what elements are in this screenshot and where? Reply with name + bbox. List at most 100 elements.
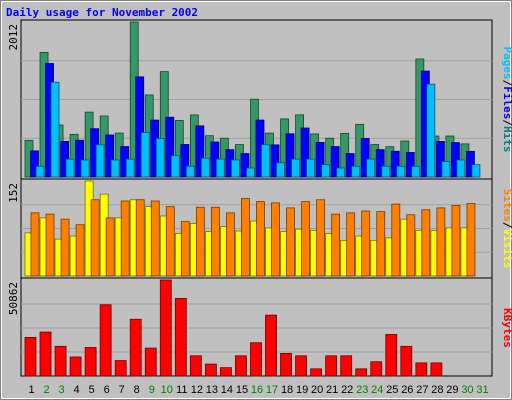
bar-kbytes-day-5	[84, 347, 97, 377]
bar-files-day-11	[180, 144, 190, 178]
bar-kbytes-day-8	[129, 318, 142, 377]
bar-kbytes-day-23	[355, 368, 368, 377]
bar-pages-day-24	[381, 165, 391, 178]
bar-sites-day-7	[120, 200, 130, 277]
bar-kbytes-day-20	[310, 368, 323, 377]
chart-panels: 2012Pages/Files/Hits152Sites/Visits50862…	[7, 21, 512, 377]
x-tick-label-day-29: 29	[446, 384, 458, 396]
bar-pages-day-19	[306, 158, 315, 178]
bar-sites-day-1	[30, 212, 40, 277]
bar-kbytes-day-25	[385, 334, 398, 377]
bar-sites-day-8	[135, 199, 145, 277]
bar-files-day-10	[165, 116, 175, 178]
x-tick-label-day-13: 13	[206, 384, 218, 396]
x-tick-label-day-19: 19	[296, 384, 308, 396]
bar-sites-day-11	[180, 221, 190, 277]
x-tick-label-day-12: 12	[191, 384, 203, 396]
bar-kbytes-day-13	[204, 363, 217, 377]
side-label-part: KBytes	[501, 308, 512, 348]
bar-kbytes-day-7	[114, 360, 127, 377]
bar-pages-day-15	[246, 167, 255, 178]
x-tick-label-day-11: 11	[176, 384, 187, 396]
bar-sites-day-10	[165, 206, 175, 277]
bar-pages-day-7	[125, 158, 135, 178]
bar-sites-day-6	[105, 217, 115, 277]
bar-pages-day-2	[50, 81, 60, 178]
bar-pages-day-30	[471, 164, 481, 178]
bar-pages-day-5	[95, 144, 105, 178]
bar-kbytes-day-11	[174, 298, 187, 377]
side-label-part: Files	[501, 86, 512, 119]
bar-kbytes-day-1	[24, 336, 37, 377]
bar-sites-day-24	[376, 211, 386, 277]
bar-kbytes-day-3	[54, 345, 67, 377]
bar-kbytes-day-15	[235, 355, 247, 377]
bar-kbytes-day-6	[99, 304, 112, 377]
bar-kbytes-day-27	[415, 362, 428, 377]
x-tick-label-day-17: 17	[266, 384, 278, 396]
bar-sites-day-20	[316, 199, 326, 277]
x-tick-label-day-5: 5	[89, 384, 95, 396]
panel-side-label: Pages/Files/Hits	[501, 47, 512, 153]
bar-pages-day-9	[155, 138, 165, 178]
bar-sites-day-14	[226, 212, 235, 277]
bar-sites-day-4	[75, 224, 85, 277]
x-tick-label-day-4: 4	[74, 384, 80, 396]
bar-pages-day-22	[351, 165, 361, 178]
bar-files-day-22	[345, 153, 355, 178]
bar-files-day-24	[375, 149, 385, 178]
bar-pages-day-29	[456, 159, 466, 178]
bar-files-day-15	[240, 153, 250, 178]
bar-sites-day-5	[90, 199, 100, 277]
bar-kbytes-day-19	[295, 355, 307, 377]
bar-sites-day-30	[466, 203, 476, 277]
bar-pages-day-18	[291, 158, 300, 178]
bar-sites-day-13	[210, 206, 220, 277]
x-tick-label-day-24: 24	[371, 384, 383, 396]
bar-files-day-25	[390, 150, 400, 178]
bar-files-day-12	[195, 125, 205, 178]
bar-files-day-8	[135, 76, 145, 178]
chart-title: Daily usage for November 2002	[6, 6, 199, 19]
side-label-part: Pages	[501, 47, 512, 80]
bar-files-day-20	[315, 142, 325, 178]
side-label-part: Sites	[501, 189, 512, 222]
bar-kbytes-day-16	[250, 342, 262, 377]
panel-side-label: Sites/Visits	[501, 189, 512, 269]
x-tick-label-day-18: 18	[281, 384, 293, 396]
panel-max-label: 50862	[7, 282, 20, 315]
panel-kbytes: 50862 KBytes	[7, 277, 512, 377]
bar-pages-day-6	[110, 159, 120, 178]
bar-sites-day-19	[301, 201, 310, 277]
bar-kbytes-day-28	[430, 362, 443, 377]
bar-kbytes-day-26	[400, 345, 413, 377]
bar-sites-day-16	[256, 201, 265, 277]
bar-kbytes-day-9	[144, 347, 157, 377]
bar-files-day-19	[300, 127, 310, 178]
chart-background	[20, 19, 493, 377]
bar-pages-day-26	[411, 165, 421, 178]
x-tick-label-day-16: 16	[251, 384, 263, 396]
x-tick-label-day-10: 10	[161, 384, 173, 396]
side-label-part: /	[501, 80, 512, 87]
x-tick-label-day-15: 15	[236, 384, 248, 396]
bar-pages-day-27	[426, 83, 436, 178]
side-label-part: Hits	[501, 126, 512, 153]
bar-sites-day-18	[286, 207, 295, 277]
x-tick-label-day-22: 22	[341, 384, 353, 396]
bar-kbytes-day-10	[159, 279, 172, 377]
bar-pages-day-4	[80, 159, 90, 178]
bar-sites-day-28	[436, 207, 446, 277]
bar-files-day-1	[30, 150, 39, 178]
bar-sites-day-2	[45, 213, 55, 277]
x-tick-label-day-26: 26	[401, 384, 413, 396]
panel-side-label: KBytes	[501, 308, 512, 348]
side-label-part: Visits	[501, 229, 512, 269]
x-tick-label-day-25: 25	[386, 384, 398, 396]
bar-kbytes-day-18	[280, 353, 292, 377]
bar-sites-day-23	[361, 210, 371, 277]
x-axis: 1 2 3 4 5 6 7 8 9 10 11 12 13 14 15 16 17 18 19 20 21 22 23 24 2…	[28, 384, 488, 396]
bar-pages-day-23	[366, 158, 376, 178]
